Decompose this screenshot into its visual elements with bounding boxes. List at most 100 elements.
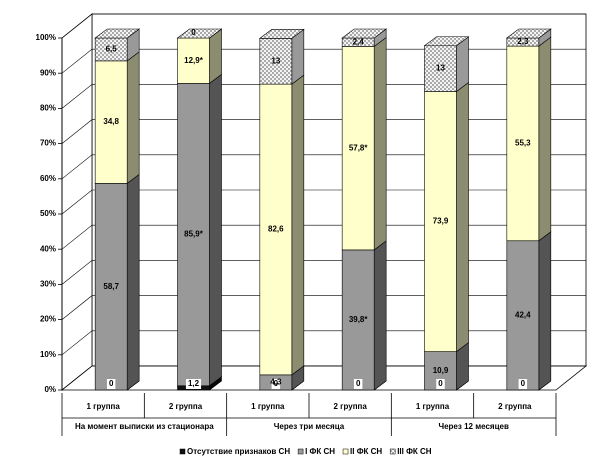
bar-segment	[424, 91, 457, 352]
legend-swatch	[389, 448, 396, 455]
data-label: 0	[356, 379, 361, 388]
grid-line	[61, 330, 586, 356]
grid-line	[61, 154, 586, 180]
grid-line	[61, 13, 586, 39]
y-tick-label: 0%	[44, 385, 56, 394]
bar-segment	[94, 183, 128, 391]
bar-segment	[506, 45, 540, 242]
bar-side	[126, 51, 140, 184]
grid-line	[61, 365, 586, 391]
data-label: 58,7	[103, 282, 119, 291]
bar-top	[505, 28, 552, 39]
data-label: 0	[109, 379, 114, 388]
data-label: 2,4	[353, 37, 365, 46]
bar-segment	[341, 46, 375, 251]
data-label-bg	[185, 379, 202, 389]
bar-top	[176, 28, 223, 39]
data-label: 4,3	[270, 378, 282, 387]
data-label: 10,9	[433, 366, 449, 375]
legend-label: Отсутствие признаков СН	[187, 447, 290, 456]
bar-side	[373, 36, 387, 251]
legend-label: II ФК СН	[350, 447, 382, 456]
y-tick-label: 90%	[40, 68, 56, 77]
grid-line	[61, 84, 586, 109]
bar-top	[258, 29, 305, 39]
legend-swatch	[297, 448, 304, 455]
x-tick-label: 1 группа	[416, 402, 450, 411]
data-label: 85,9*	[184, 230, 204, 239]
bar-side	[456, 81, 469, 353]
data-label: 55,3	[515, 139, 531, 148]
data-label: 39,8*	[349, 315, 369, 324]
data-label-bg	[271, 379, 281, 389]
y-tick-label: 100%	[36, 33, 56, 42]
data-label: 1,2	[188, 379, 200, 388]
grid-line	[61, 224, 586, 250]
legend-label: III ФК СН	[397, 447, 432, 456]
grid-line	[61, 260, 586, 285]
bar-segment	[506, 240, 540, 391]
bar-segment	[259, 83, 293, 376]
bar-top	[341, 28, 388, 39]
bar-segment	[259, 38, 293, 85]
data-label: 42,4	[515, 310, 531, 319]
data-label-bg	[518, 379, 528, 389]
data-label: 82,6	[268, 225, 284, 234]
data-label: 73,9	[433, 217, 449, 226]
bar-side	[538, 231, 552, 391]
x-tick-label: 2 группа	[498, 402, 532, 411]
y-tick-label: 70%	[40, 139, 56, 148]
grid-line	[61, 48, 586, 74]
bar-side	[291, 28, 305, 85]
bar-side	[291, 74, 305, 376]
group-label: Через три месяца	[274, 422, 345, 431]
data-label: 13	[436, 64, 445, 73]
bar-side	[373, 240, 387, 391]
bar-side	[209, 28, 222, 85]
group-label: Через 12 месяцев	[438, 422, 508, 431]
data-label-bg	[436, 379, 445, 389]
bar-top	[423, 36, 470, 47]
grid-line	[61, 119, 586, 144]
x-tick-label: 1 группа	[251, 402, 285, 411]
data-label: 0	[521, 379, 526, 388]
data-label: 13	[271, 56, 280, 65]
data-label: 34,8	[103, 117, 119, 126]
data-label: 0	[438, 379, 443, 388]
y-tick-label: 60%	[40, 174, 56, 183]
data-label: 0	[274, 379, 279, 388]
grid-line	[61, 189, 586, 215]
legend-label: I ФК СН	[305, 447, 335, 456]
data-label: 12,9*	[184, 56, 204, 65]
data-label: 6,5	[106, 45, 118, 54]
y-tick-label: 30%	[40, 280, 56, 289]
y-tick-label: 80%	[40, 104, 56, 113]
group-label: На момент выписки из стационара	[75, 422, 214, 431]
y-tick-label: 40%	[40, 244, 56, 253]
bar-side	[456, 36, 469, 93]
bar-side	[209, 73, 222, 387]
y-tick-label: 50%	[40, 209, 56, 218]
bar-top	[94, 28, 141, 39]
data-label: 0	[191, 28, 196, 37]
bar-side	[538, 36, 552, 242]
bar-segment	[94, 60, 128, 184]
bar-segment	[341, 249, 375, 391]
legend-swatch	[179, 448, 186, 455]
legend-swatch	[342, 448, 349, 455]
x-tick-label: 2 группа	[333, 402, 367, 411]
data-label-bg	[106, 379, 116, 389]
y-tick-label: 10%	[40, 350, 56, 359]
x-tick-label: 1 группа	[86, 402, 120, 411]
bar-segment	[424, 45, 457, 92]
grid-line	[61, 295, 586, 320]
data-label-bg	[353, 379, 363, 389]
data-label: 57,8*	[349, 143, 369, 152]
bar-segment	[177, 83, 210, 387]
y-tick-label: 20%	[40, 315, 56, 324]
bar-segment	[177, 37, 210, 84]
x-tick-label: 2 группа	[169, 402, 203, 411]
bar-side	[126, 173, 140, 391]
